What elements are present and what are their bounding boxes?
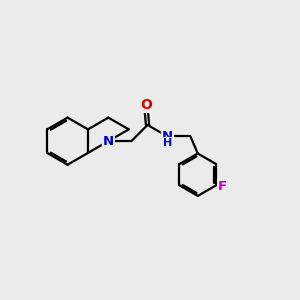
Text: H: H (163, 138, 172, 148)
Text: N: N (162, 130, 173, 143)
Text: F: F (218, 180, 227, 193)
Text: N: N (103, 135, 114, 148)
Text: O: O (140, 98, 152, 112)
